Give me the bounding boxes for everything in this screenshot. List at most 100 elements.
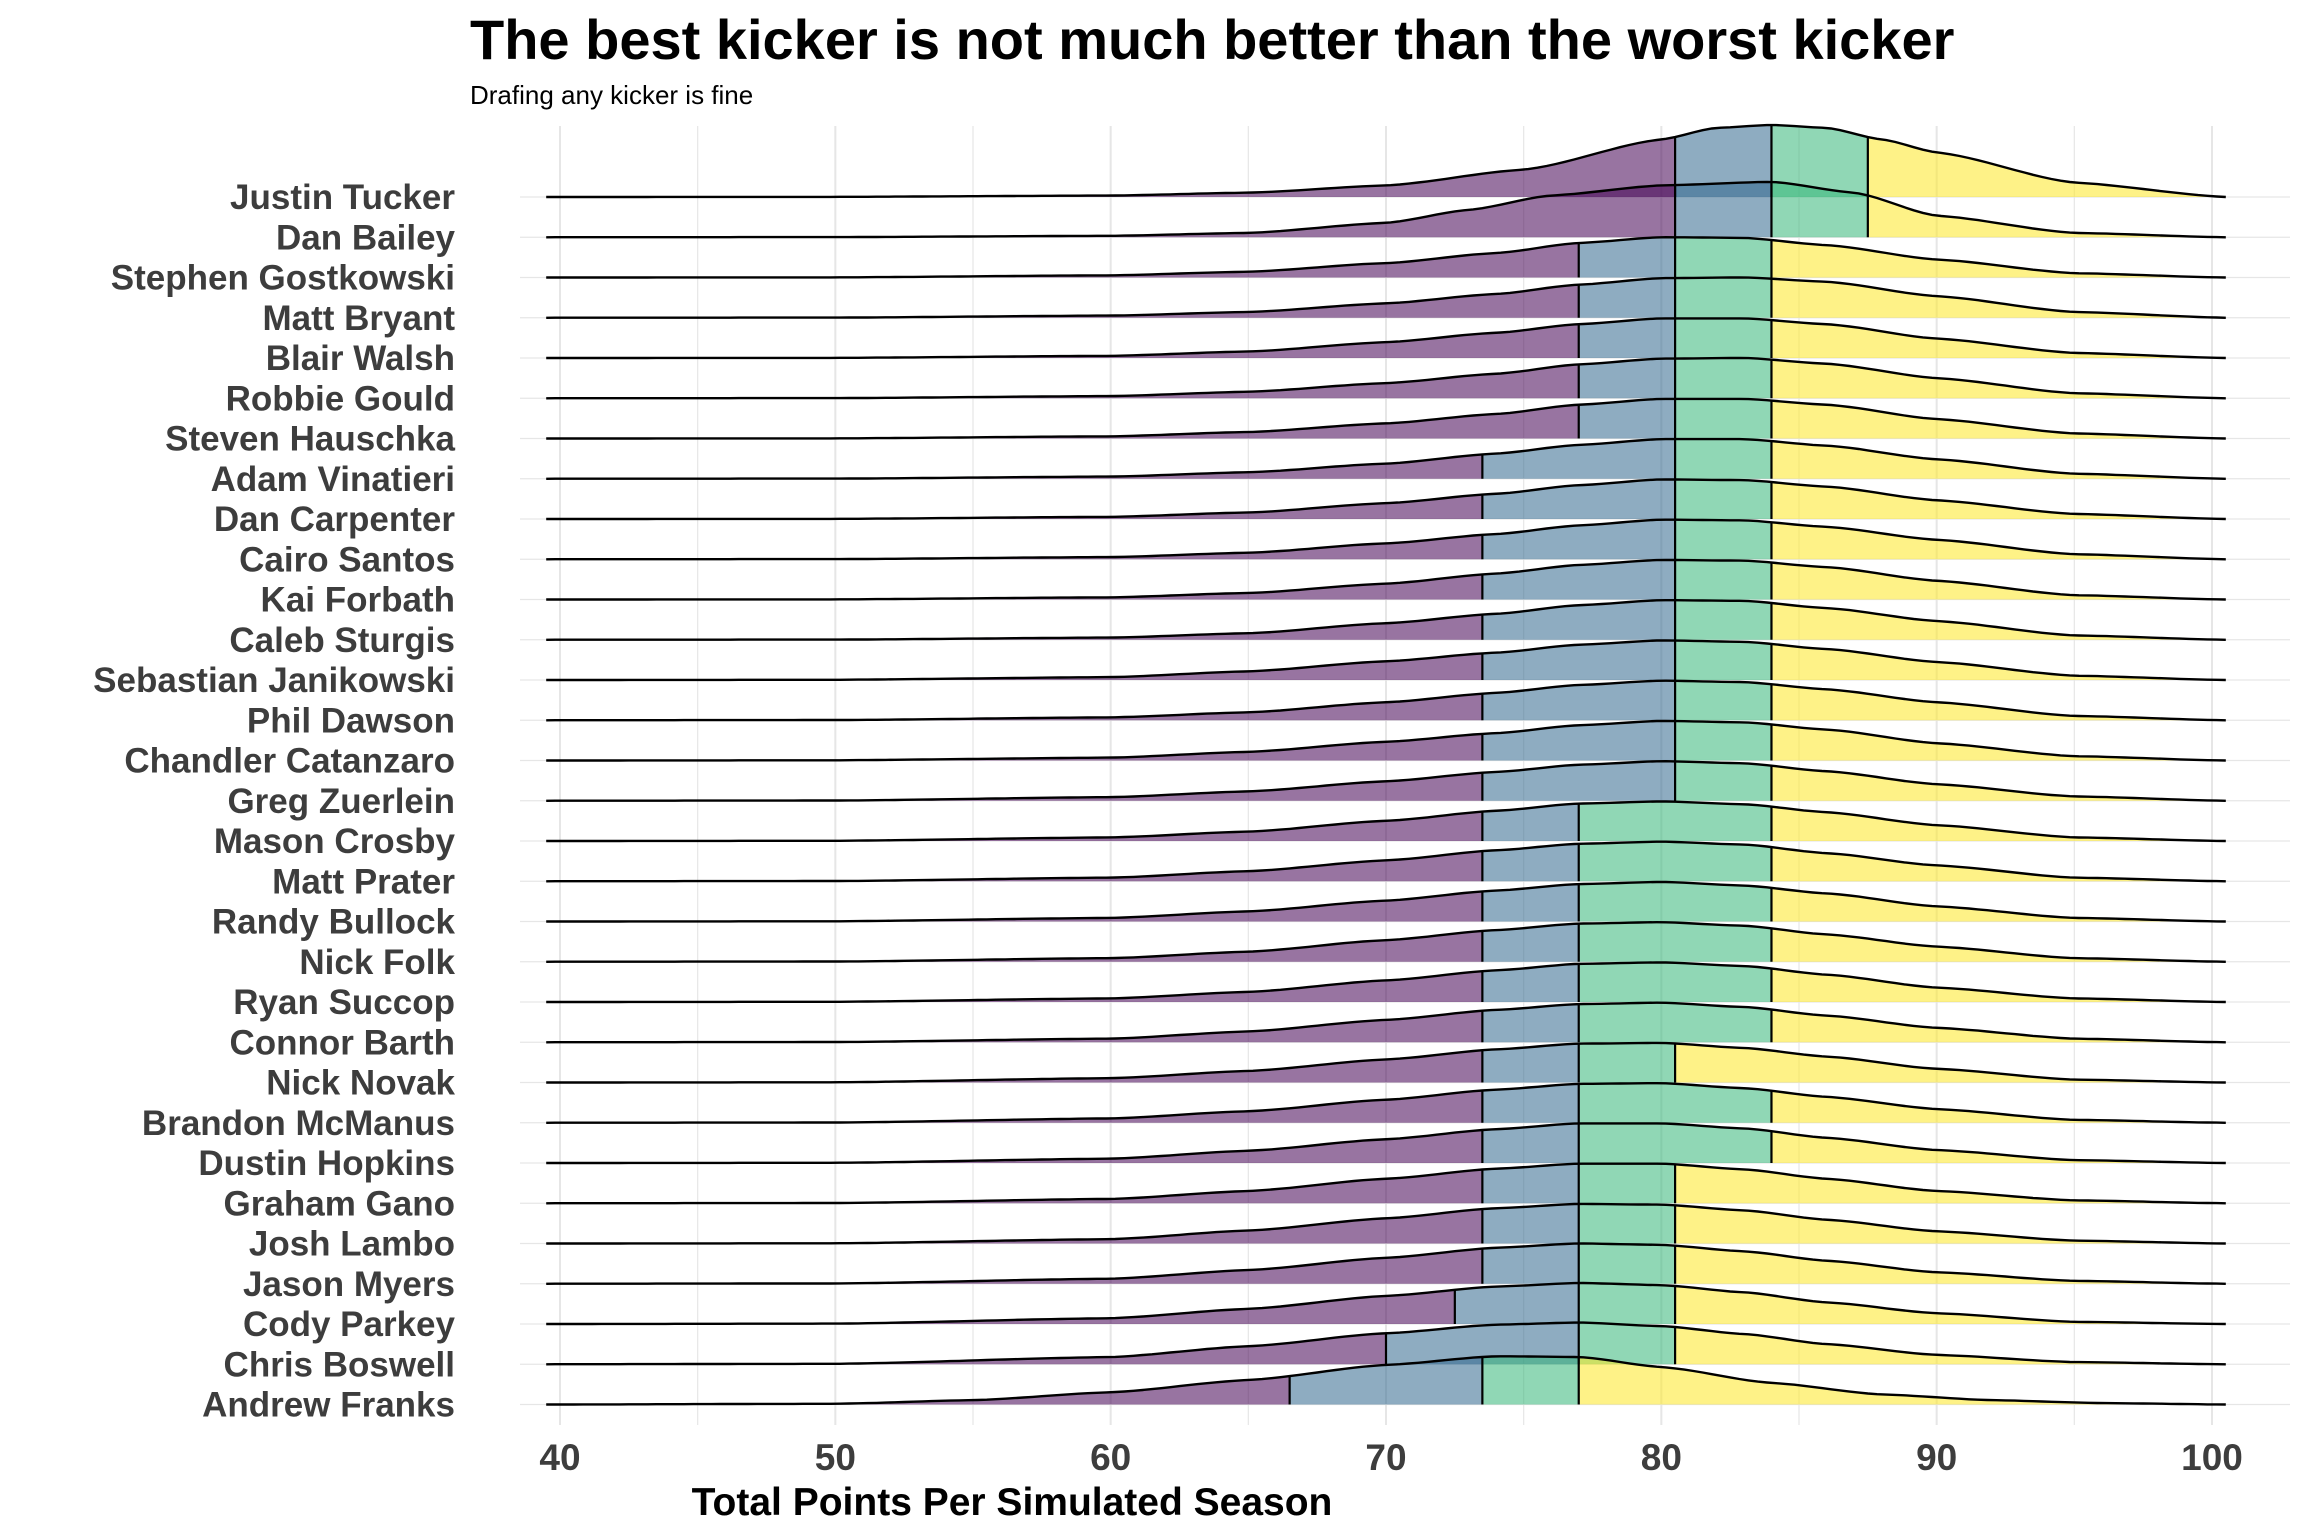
- ridge-quartile-3: [1578, 1042, 1676, 1083]
- ridge-outline: [546, 317, 2226, 360]
- ridge-quartile-1: [546, 930, 1483, 962]
- chart-title: The best kicker is not much better than …: [470, 8, 1955, 71]
- y-tick-label: Brandon McManus: [142, 1104, 455, 1143]
- ridge-quartile-3: [1675, 318, 1772, 358]
- ridge-stephen-gostkowski: [546, 235, 2226, 279]
- ridge-quartile-3: [1675, 560, 1772, 600]
- ridge-quartile-2: [1386, 1322, 1579, 1365]
- y-tick-label: Nick Novak: [266, 1064, 455, 1103]
- ridge-quartile-3: [1675, 398, 1772, 439]
- y-tick-label: Greg Zuerlein: [227, 782, 455, 821]
- ridge-quartile-4: [1771, 684, 2226, 721]
- ridge-quartile-3: [1675, 600, 1772, 640]
- ridge-quartile-4: [1771, 1009, 2226, 1043]
- ridge-outline: [546, 1321, 2226, 1366]
- ridge-quartile-3: [1771, 125, 1868, 197]
- ridge-quartile-4: [1771, 887, 2226, 922]
- y-tick-label: Graham Gano: [224, 1184, 455, 1223]
- ridge-quartile-4: [1771, 400, 2226, 439]
- x-tick-label: 80: [1641, 1437, 1682, 1478]
- ridge-quartile-4: [1771, 562, 2226, 600]
- ridge-outline: [546, 1202, 2226, 1245]
- ridge-steven-hauschka: [546, 397, 2226, 440]
- ridge-quartile-3: [1578, 801, 1772, 841]
- y-tick-label: Phil Dawson: [247, 701, 455, 740]
- ridge-quartile-1: [546, 1376, 1290, 1405]
- x-tick-label: 50: [815, 1437, 856, 1478]
- y-tick-label: Cody Parkey: [243, 1305, 456, 1344]
- ridge-outline: [546, 397, 2226, 440]
- ridge-outline: [546, 518, 2226, 561]
- ridge-graham-gano: [546, 1162, 2226, 1205]
- ridge-quartile-2: [1482, 884, 1579, 922]
- ridge-quartile-1: [546, 404, 1579, 439]
- x-tick-label: 100: [2181, 1437, 2243, 1478]
- ridge-quartile-2: [1578, 278, 1676, 318]
- ridge-outline: [546, 961, 2226, 1004]
- ridge-quartile-4: [1675, 1327, 2226, 1365]
- ridge-mason-crosby: [546, 800, 2226, 843]
- ridge-dan-bailey: [546, 180, 2226, 239]
- ridge-quartile-2: [1482, 1043, 1579, 1083]
- y-tick-label: Connor Barth: [229, 1023, 455, 1062]
- y-tick-label: Justin Tucker: [230, 178, 455, 217]
- ridge-quartile-4: [1771, 320, 2226, 358]
- ridge-quartile-4: [1675, 1164, 2226, 1204]
- y-tick-label: Ryan Succop: [233, 983, 455, 1022]
- ridge-outline: [546, 920, 2226, 963]
- y-tick-label: Adam Vinatieri: [211, 460, 455, 499]
- ridge-quartile-3: [1675, 721, 1772, 761]
- ridge-outline: [546, 1041, 2226, 1084]
- ridge-quartile-2: [1482, 680, 1676, 721]
- ridge-josh-lambo: [546, 1202, 2226, 1245]
- ridge-outline: [546, 880, 2226, 923]
- ridge-quartile-2: [1482, 761, 1676, 801]
- ridge-quartile-2: [1482, 640, 1676, 680]
- ridge-quartile-1: [546, 1333, 1386, 1365]
- ridge-quartile-3: [1578, 1123, 1772, 1163]
- ridge-quartile-4: [1675, 1205, 2226, 1244]
- ridge-cody-parkey: [546, 1281, 2226, 1326]
- ridge-outline: [546, 1122, 2226, 1165]
- ridge-outline: [546, 180, 2226, 239]
- ridge-quartile-2: [1482, 519, 1676, 560]
- ridge-outline: [546, 558, 2226, 601]
- y-tick-label: Josh Lambo: [249, 1225, 455, 1264]
- ridge-outline: [546, 719, 2226, 762]
- ridge-quartile-1: [546, 1248, 1483, 1284]
- ridge-outline: [546, 679, 2226, 722]
- y-tick-label: Chris Boswell: [224, 1345, 455, 1384]
- ridge-connor-barth: [546, 1001, 2226, 1044]
- ridge-quartile-1: [546, 284, 1579, 318]
- ridge-quartile-1: [546, 364, 1579, 399]
- ridge-quartile-2: [1578, 318, 1676, 358]
- ridge-outline: [546, 599, 2226, 641]
- ridge-quartile-3: [1675, 439, 1772, 479]
- ridge-outline: [546, 800, 2226, 843]
- x-tick-label: 70: [1365, 1437, 1406, 1478]
- ridge-quartile-2: [1675, 181, 1772, 238]
- ridge-quartile-4: [1867, 195, 2226, 238]
- ridge-quartile-4: [1771, 765, 2226, 801]
- ridge-quartile-4: [1771, 603, 2226, 640]
- ridge-quartile-3: [1578, 1283, 1676, 1324]
- ridge-andrew-franks: [546, 1355, 2226, 1406]
- ridge-quartile-1: [546, 242, 1579, 278]
- ridge-quartile-3: [1578, 1322, 1676, 1365]
- ridge-quartile-2: [1578, 358, 1676, 399]
- x-tick-label: 40: [539, 1437, 580, 1478]
- ridge-quartile-4: [1771, 441, 2226, 479]
- ridge-quartile-2: [1482, 963, 1579, 1002]
- ridge-jason-myers: [546, 1242, 2226, 1285]
- ridge-dan-carpenter: [546, 478, 2226, 521]
- ridge-quartile-3: [1578, 922, 1772, 962]
- ridge-quartile-4: [1771, 806, 2226, 841]
- ridge-kai-forbath: [546, 558, 2226, 601]
- ridge-chandler-catanzaro: [546, 719, 2226, 762]
- ridge-quartile-4: [1675, 1043, 2226, 1083]
- ridge-outline: [546, 1162, 2226, 1205]
- ridge-outline: [546, 1242, 2226, 1285]
- ridge-quartile-2: [1675, 125, 1772, 197]
- ridge-quartile-1: [546, 1050, 1483, 1083]
